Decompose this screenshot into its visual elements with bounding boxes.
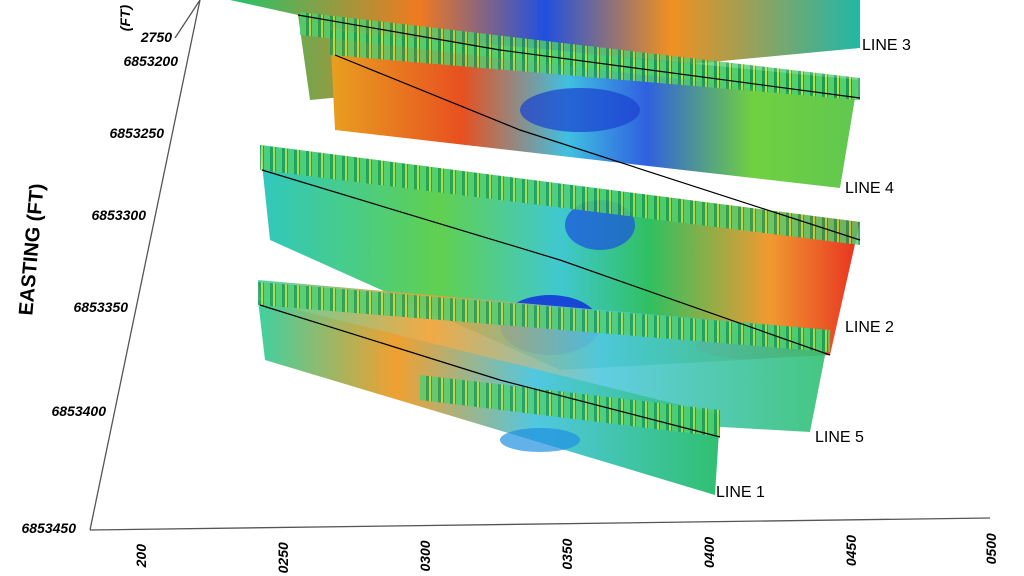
line-label: LINE 1 (716, 484, 765, 501)
tick-label: 0400 (701, 537, 717, 568)
tick-label: 0450 (843, 535, 859, 566)
surface (258, 282, 830, 352)
profile (297, 14, 861, 99)
tick-label: 200 (133, 544, 149, 569)
tick-label: 6853350 (73, 299, 128, 315)
vertical-axis (174, 0, 201, 39)
blob (500, 428, 580, 452)
surface (420, 375, 720, 437)
line-label: LINE 2 (845, 319, 894, 336)
surface (330, 30, 858, 100)
profile (261, 169, 831, 356)
vertical-title: (FT) (117, 4, 133, 31)
tick-label: 0500 (983, 533, 999, 564)
axes (89, 0, 991, 531)
tick-label: 6853250 (109, 125, 164, 141)
easting-axis (89, 0, 201, 531)
profile (334, 54, 861, 241)
tick-label: 0250 (275, 542, 291, 573)
surface (260, 145, 860, 245)
line-label: LINE 5 (815, 429, 864, 446)
profile (259, 304, 721, 438)
slab-line2 (260, 145, 860, 370)
tick-label: 6853200 (123, 53, 178, 69)
tick-label: 6853300 (91, 207, 146, 223)
line-label: LINE 3 (862, 37, 911, 54)
tick-label: 2750 (140, 29, 172, 45)
tick-label: 6853400 (51, 403, 106, 419)
tick-label: 0350 (559, 538, 575, 569)
northing-axis (89, 517, 991, 531)
axis-title: EASTING (FT) (15, 183, 48, 317)
line-label: LINE 4 (845, 180, 894, 197)
slabs (230, 0, 861, 495)
blob (520, 88, 640, 132)
tick-label: 0300 (417, 540, 433, 571)
tick-label: 6853450 (21, 520, 76, 536)
